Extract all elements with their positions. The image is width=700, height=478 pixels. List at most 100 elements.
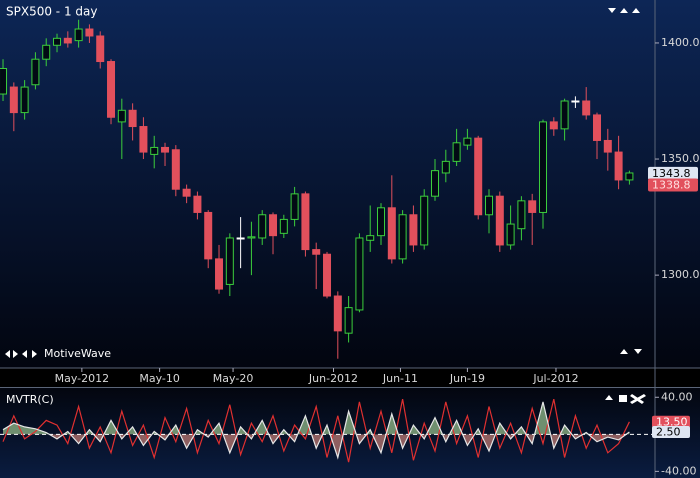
candle-body	[139, 126, 148, 153]
y-tick-label: 1400.0	[661, 36, 700, 49]
candle-body	[528, 200, 537, 213]
time-axis	[0, 368, 700, 388]
candle-body	[247, 236, 256, 239]
candle-body	[323, 253, 332, 297]
candle-body	[182, 188, 191, 197]
candle-body	[161, 146, 170, 153]
value-marker-label: 13.50	[656, 415, 688, 428]
candle-body	[290, 193, 299, 220]
value-marker	[652, 426, 690, 438]
candle-body	[582, 100, 591, 116]
icon[interactable]	[630, 394, 646, 404]
icon[interactable]	[620, 8, 628, 13]
candle-body	[366, 235, 375, 241]
nav-icons[interactable]	[5, 8, 646, 404]
value-marker-label: 2.50	[656, 426, 681, 439]
area-below	[3, 434, 630, 458]
candle-body	[31, 58, 40, 86]
candle-body	[0, 67, 8, 95]
indicator-line	[2, 398, 630, 463]
candle-body	[344, 307, 353, 334]
candle-body	[539, 121, 548, 213]
watermark: MotiveWave	[44, 347, 111, 360]
candle-body	[377, 207, 386, 237]
candle-body	[463, 137, 472, 146]
candle-body	[225, 237, 234, 285]
candle-body	[20, 86, 29, 114]
price-marker	[648, 166, 698, 180]
value-marker	[652, 415, 690, 428]
candle-body	[474, 137, 483, 216]
indicator-line	[2, 401, 630, 460]
candle-body	[301, 193, 310, 251]
candle-body	[387, 207, 396, 260]
candle-body	[398, 214, 407, 260]
icon[interactable]	[13, 350, 18, 358]
indicator-title: MVTR(C)	[6, 393, 54, 406]
candle-body	[452, 142, 461, 162]
x-tick-label: May-2012	[55, 372, 110, 385]
candle-body	[549, 121, 558, 130]
candle-body	[625, 172, 634, 181]
candle-body	[495, 195, 504, 246]
candle-body	[312, 249, 321, 255]
candle-body	[506, 223, 515, 246]
price-marker	[648, 178, 698, 192]
x-tick-label: Jun-2012	[308, 372, 358, 385]
chart-title: SPX500 - 1 day	[6, 5, 97, 19]
icon[interactable]	[32, 350, 37, 358]
candle-body	[63, 37, 72, 44]
candle-body	[74, 28, 83, 42]
candle-body	[517, 200, 526, 230]
x-tick-label: May-20	[213, 372, 254, 385]
x-tick-label: Jun-11	[382, 372, 418, 385]
candle-body	[614, 151, 623, 181]
area-above	[3, 401, 630, 435]
y-tick-label: 1300.0	[661, 268, 700, 281]
icon[interactable]	[634, 349, 642, 354]
candle-body	[9, 86, 18, 114]
candle-body	[258, 214, 267, 239]
candle-body	[215, 258, 224, 290]
candle-body	[409, 214, 418, 246]
candle-body	[593, 114, 602, 141]
icon[interactable]	[22, 350, 27, 358]
candle-body	[269, 214, 278, 237]
candle-body	[236, 237, 245, 240]
candle-body	[333, 295, 342, 332]
icon[interactable]	[620, 349, 628, 354]
y-tick-label: -40.00	[661, 464, 696, 477]
icon[interactable]	[632, 8, 640, 13]
x-tick-label: Jul-2012	[532, 372, 578, 385]
main-panel	[0, 0, 700, 368]
y-tick-label: 40.00	[661, 390, 693, 403]
candle-body	[420, 195, 429, 246]
icon[interactable]	[619, 395, 627, 402]
candle-body	[85, 28, 94, 37]
candle-body	[279, 218, 288, 234]
candle-body	[42, 44, 51, 60]
candle-body	[171, 149, 180, 190]
candle-body	[193, 195, 202, 213]
price-marker-label: 1343.8	[652, 167, 691, 180]
candle-body	[571, 100, 580, 103]
candle-body	[53, 37, 62, 46]
candle-body	[117, 109, 126, 123]
icon[interactable]	[5, 350, 10, 358]
x-tick-label: Jun-19	[449, 372, 485, 385]
candle-body	[96, 35, 105, 63]
y-tick-label: 1350.0	[661, 152, 700, 165]
icon[interactable]	[605, 395, 613, 400]
candle-body	[204, 211, 213, 260]
candle-body	[560, 100, 569, 130]
candle-body	[603, 139, 612, 153]
price-marker-label: 1338.8	[652, 179, 691, 192]
icon[interactable]	[608, 8, 616, 13]
candle-body	[128, 109, 137, 128]
x-tick-label: May-10	[139, 372, 180, 385]
candle-body	[150, 146, 159, 155]
candle-body	[107, 61, 116, 118]
candle-body	[431, 170, 440, 197]
candle-body	[441, 160, 450, 174]
